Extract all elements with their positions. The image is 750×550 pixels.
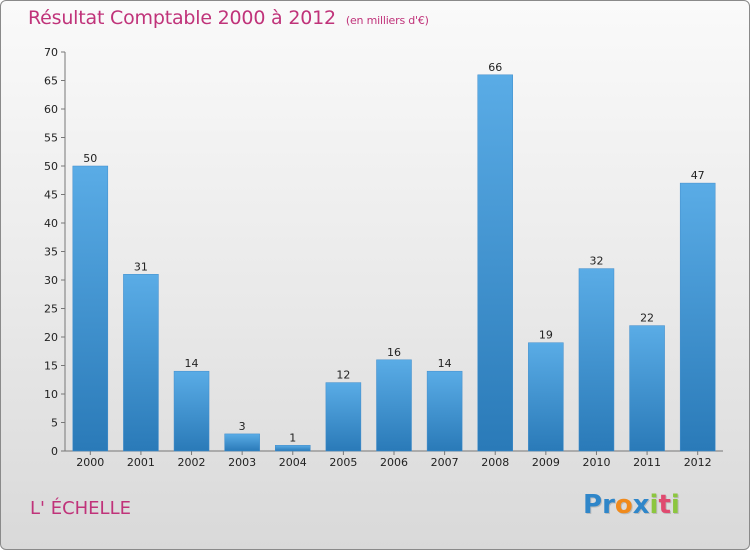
- x-tick-label: 2006: [380, 456, 408, 469]
- bar: [173, 370, 210, 452]
- y-tick-label: 15: [44, 360, 58, 373]
- y-tick-label: 45: [44, 189, 58, 202]
- bar: [528, 342, 564, 452]
- y-tick-label: 25: [44, 303, 58, 316]
- logo-letter: r: [602, 490, 615, 520]
- x-tick-label: 2008: [481, 456, 509, 469]
- data-label: 14: [185, 357, 199, 370]
- logo-letter: o: [614, 490, 633, 520]
- y-tick-label: 65: [44, 75, 58, 88]
- data-label: 47: [691, 169, 705, 182]
- chart-subtitle: (en milliers d'€): [345, 14, 429, 27]
- logo-letter: i: [649, 490, 659, 520]
- data-label: 14: [438, 357, 452, 370]
- bar: [123, 274, 159, 452]
- bar: [679, 182, 716, 452]
- x-tick-label: 2009: [532, 456, 560, 469]
- data-label: 12: [336, 369, 350, 382]
- y-tick-label: 70: [44, 46, 58, 59]
- data-label: 31: [134, 260, 148, 273]
- y-tick-label: 30: [44, 274, 58, 287]
- x-tick-label: 2005: [329, 456, 357, 469]
- y-tick-label: 40: [44, 217, 58, 230]
- logo-letter: P: [583, 490, 603, 520]
- bar: [224, 433, 260, 452]
- data-label: 50: [83, 152, 97, 165]
- chart-title: Résultat Comptable 2000 à 2012 (en millie…: [28, 7, 429, 29]
- data-label: 19: [539, 329, 553, 342]
- logo-letter: x: [632, 490, 650, 520]
- bar: [578, 268, 615, 452]
- chart-title-text: Résultat Comptable 2000 à 2012: [28, 7, 336, 29]
- y-tick-label: 60: [44, 103, 58, 116]
- x-tick-label: 2007: [431, 456, 459, 469]
- x-tick-label: 2012: [684, 456, 712, 469]
- y-tick-label: 50: [44, 160, 58, 173]
- bar: [275, 445, 311, 452]
- y-tick-label: 0: [51, 445, 58, 458]
- bar: [426, 370, 463, 452]
- logo-letter: i: [670, 490, 680, 520]
- bar: [629, 325, 665, 452]
- proxiti-logo[interactable]: Proxiti: [583, 490, 680, 520]
- y-tick-label: 35: [44, 246, 58, 259]
- data-label: 1: [289, 431, 296, 444]
- x-tick-label: 2000: [76, 456, 104, 469]
- data-label: 3: [239, 420, 246, 433]
- bar: [72, 165, 109, 452]
- x-tick-label: 2011: [633, 456, 661, 469]
- y-tick-label: 10: [44, 388, 58, 401]
- y-tick-label: 55: [44, 132, 58, 145]
- bar: [376, 359, 412, 452]
- x-tick-label: 2004: [279, 456, 307, 469]
- data-label: 66: [488, 61, 502, 74]
- bar: [325, 382, 362, 452]
- data-label: 22: [640, 312, 654, 325]
- y-tick-label: 20: [44, 331, 58, 344]
- y-tick-label: 5: [51, 417, 58, 430]
- logo-letter: t: [658, 490, 671, 520]
- data-label: 32: [589, 255, 603, 268]
- x-tick-label: 2010: [582, 456, 610, 469]
- data-label: 16: [387, 346, 401, 359]
- x-tick-label: 2003: [228, 456, 256, 469]
- commune-name: L' ÉCHELLE: [30, 498, 131, 519]
- x-tick-label: 2002: [178, 456, 206, 469]
- bar: [477, 74, 513, 452]
- x-tick-label: 2001: [127, 456, 155, 469]
